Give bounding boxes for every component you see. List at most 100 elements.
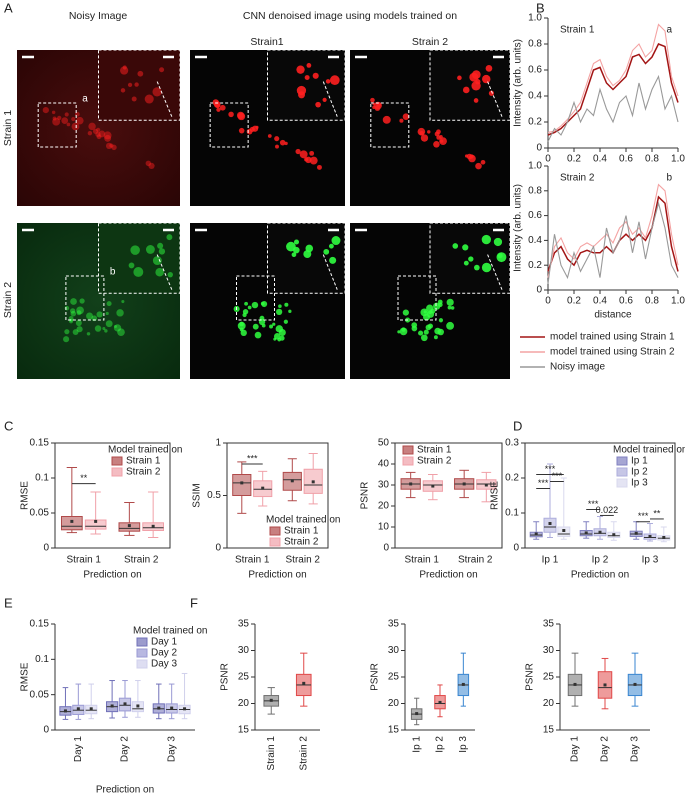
x-tick-label: 0.2 (567, 154, 581, 165)
cell-spot (316, 164, 322, 170)
cell-spot (475, 162, 482, 170)
y-tick-label: 0.2 (505, 473, 519, 484)
cell-spot (446, 321, 455, 330)
legend-label: model trained using Strain 1 (550, 332, 675, 343)
x-tick-label: Strain 1 (235, 555, 270, 566)
y-tick-label: 0 (215, 543, 221, 554)
inset-spot (493, 237, 503, 247)
cell-spot (267, 134, 272, 138)
cell-spot (450, 306, 455, 310)
series-line (547, 201, 679, 284)
significance-label: *** (247, 453, 258, 463)
mean (89, 707, 93, 711)
x-tick-label: Ip 1 (411, 736, 422, 753)
cell-spot (288, 309, 292, 313)
cell-spot (278, 304, 282, 309)
legend-label: Day 3 (151, 659, 178, 670)
cell-spot (96, 311, 103, 318)
cell-spot (244, 301, 248, 306)
inset-spot (145, 245, 155, 254)
cell-spot (87, 130, 93, 136)
inset-spot (166, 234, 173, 241)
roi-box (65, 275, 105, 321)
x-tick-label: 0.4 (593, 296, 607, 307)
y-tick-label: 0.15 (30, 438, 50, 449)
cell-spot (109, 143, 114, 148)
x-tick-label: 0.4 (593, 154, 607, 165)
legend-label: Strain 2 (284, 537, 319, 548)
cell-spot (105, 311, 109, 316)
roi-label: b (110, 267, 116, 278)
y-axis-label: PSNR (370, 663, 381, 691)
cell-spot (145, 160, 152, 167)
y-tick-label: 0.2 (528, 117, 542, 128)
inset-spot (323, 248, 330, 255)
roi-box (236, 275, 275, 321)
cell-spot (103, 131, 112, 140)
mean (409, 482, 413, 486)
x-tick-label: Ip 2 (435, 736, 446, 753)
chart-title: Strain 1 (560, 25, 595, 36)
x-tick-label: Strain 1 (266, 736, 277, 771)
y-tick-label: 0.1 (35, 473, 49, 484)
legend-label: Strain 1 (284, 526, 319, 537)
mean (612, 533, 616, 537)
row-title: Strain 2 (2, 282, 14, 318)
cell-spot (279, 335, 285, 341)
mean (573, 682, 577, 686)
chart-title: Strain 2 (560, 173, 595, 184)
cell-spot (255, 125, 259, 129)
legend-swatch (402, 445, 414, 455)
cell-spot (121, 299, 125, 304)
mean (461, 682, 465, 686)
cell-spot (72, 329, 79, 335)
y-tick-label: 0 (536, 143, 542, 154)
y-tick-label: 0.1 (505, 508, 519, 519)
cell-spot (76, 310, 82, 316)
mean (562, 529, 566, 532)
inset-spot (322, 97, 327, 102)
cell-spot (113, 325, 117, 329)
inset (98, 49, 181, 121)
cell-spot (247, 305, 252, 310)
inset-spot (481, 234, 491, 245)
inset-spot (293, 239, 300, 245)
inset (98, 222, 181, 294)
cell-spot (51, 110, 56, 115)
significance-label: *** (552, 471, 563, 481)
cell-spot (295, 148, 301, 155)
inset-spot (157, 242, 164, 249)
cell-spot (105, 320, 113, 328)
cell-spot (86, 332, 91, 336)
cell-spot (95, 131, 101, 137)
legend-label: Strain 2 (126, 467, 161, 478)
cell-spot (70, 310, 77, 317)
column-title: Strain 2 (412, 36, 448, 48)
cell-spot (113, 324, 122, 332)
cell-spot (66, 122, 71, 127)
roi-box (370, 102, 410, 148)
inset-spot (328, 243, 334, 249)
mean (603, 683, 607, 687)
x-tick-label: Strain 2 (298, 736, 309, 771)
cell-spot (64, 305, 70, 311)
x-tick-label: Strain 2 (286, 555, 321, 566)
y-axis-label: PSNR (360, 482, 371, 510)
panel-label: B (536, 0, 545, 15)
mean (127, 524, 131, 528)
panel-label: D (513, 418, 522, 433)
cell-spot (274, 136, 280, 142)
x-axis-label: Prediction on (96, 785, 154, 796)
significance-label: *** (638, 511, 649, 521)
cell-spot (284, 302, 289, 307)
inset-spot (468, 256, 474, 262)
cell-spot (272, 322, 276, 326)
series-line (547, 43, 679, 136)
y-tick-label: 35 (543, 619, 555, 630)
legend-swatch (616, 467, 628, 477)
line-profile (487, 81, 503, 117)
cell-spot (75, 320, 82, 327)
y-tick-label: 20 (378, 501, 390, 512)
y-tick-label: 0.6 (528, 65, 542, 76)
y-axis-label: PSNR (525, 663, 536, 691)
